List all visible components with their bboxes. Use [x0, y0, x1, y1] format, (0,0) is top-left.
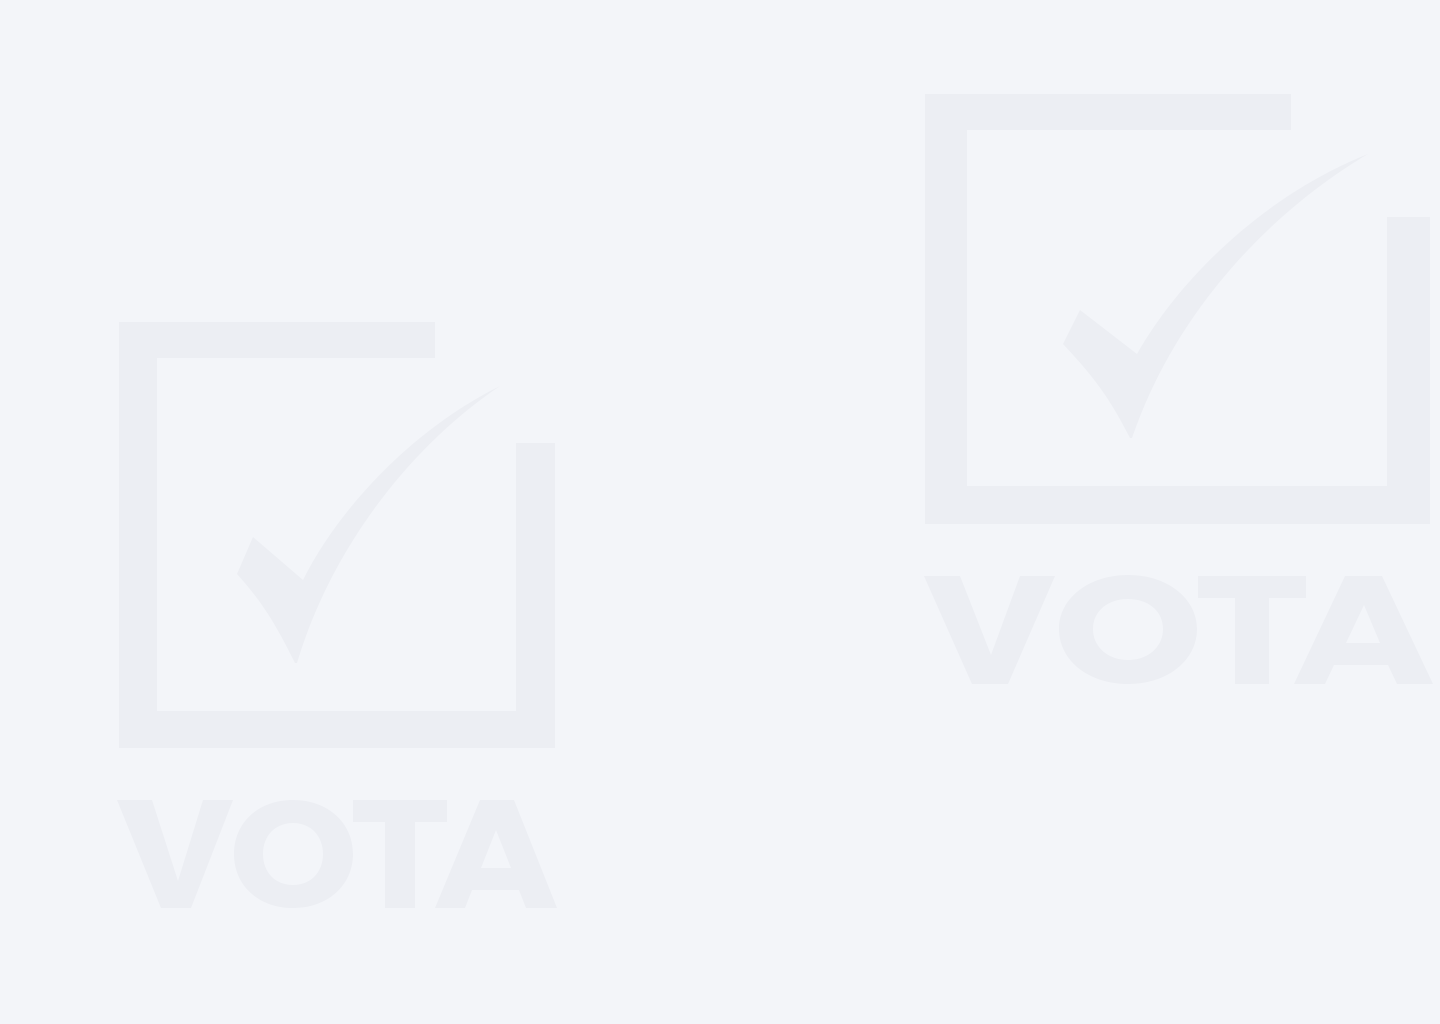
checkmark-icon — [237, 386, 500, 663]
vota-logo-watermark-left — [117, 322, 557, 908]
checkbox-frame-icon — [119, 322, 555, 748]
checkbox-frame-icon — [925, 94, 1430, 524]
vota-wordmark — [117, 800, 557, 908]
vota-wordmark — [924, 575, 1433, 684]
watermark-left-text: VOTA — [0, 0, 1, 1]
vota-logo-watermark-right — [924, 94, 1433, 684]
watermark-right-text: VOTA — [0, 0, 1, 1]
checkmark-icon — [1063, 154, 1368, 438]
